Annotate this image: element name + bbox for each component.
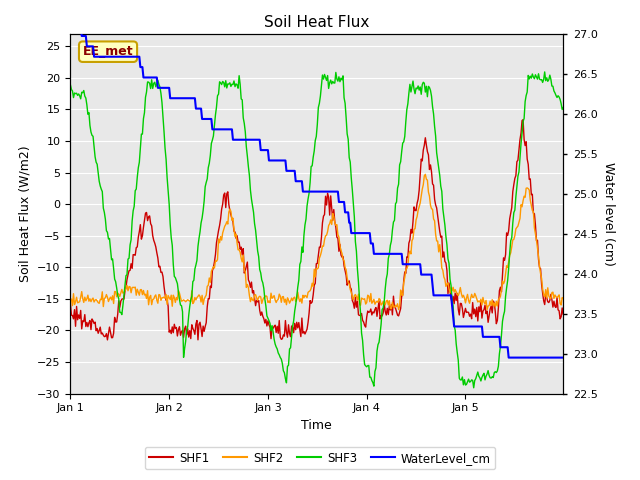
X-axis label: Time: Time (301, 419, 332, 432)
Title: Soil Heat Flux: Soil Heat Flux (264, 15, 369, 30)
Y-axis label: Soil Heat Flux (W/m2): Soil Heat Flux (W/m2) (19, 145, 31, 282)
Y-axis label: Water level (cm): Water level (cm) (602, 162, 615, 265)
Text: EE_met: EE_met (83, 45, 133, 58)
Legend: SHF1, SHF2, SHF3, WaterLevel_cm: SHF1, SHF2, SHF3, WaterLevel_cm (145, 447, 495, 469)
